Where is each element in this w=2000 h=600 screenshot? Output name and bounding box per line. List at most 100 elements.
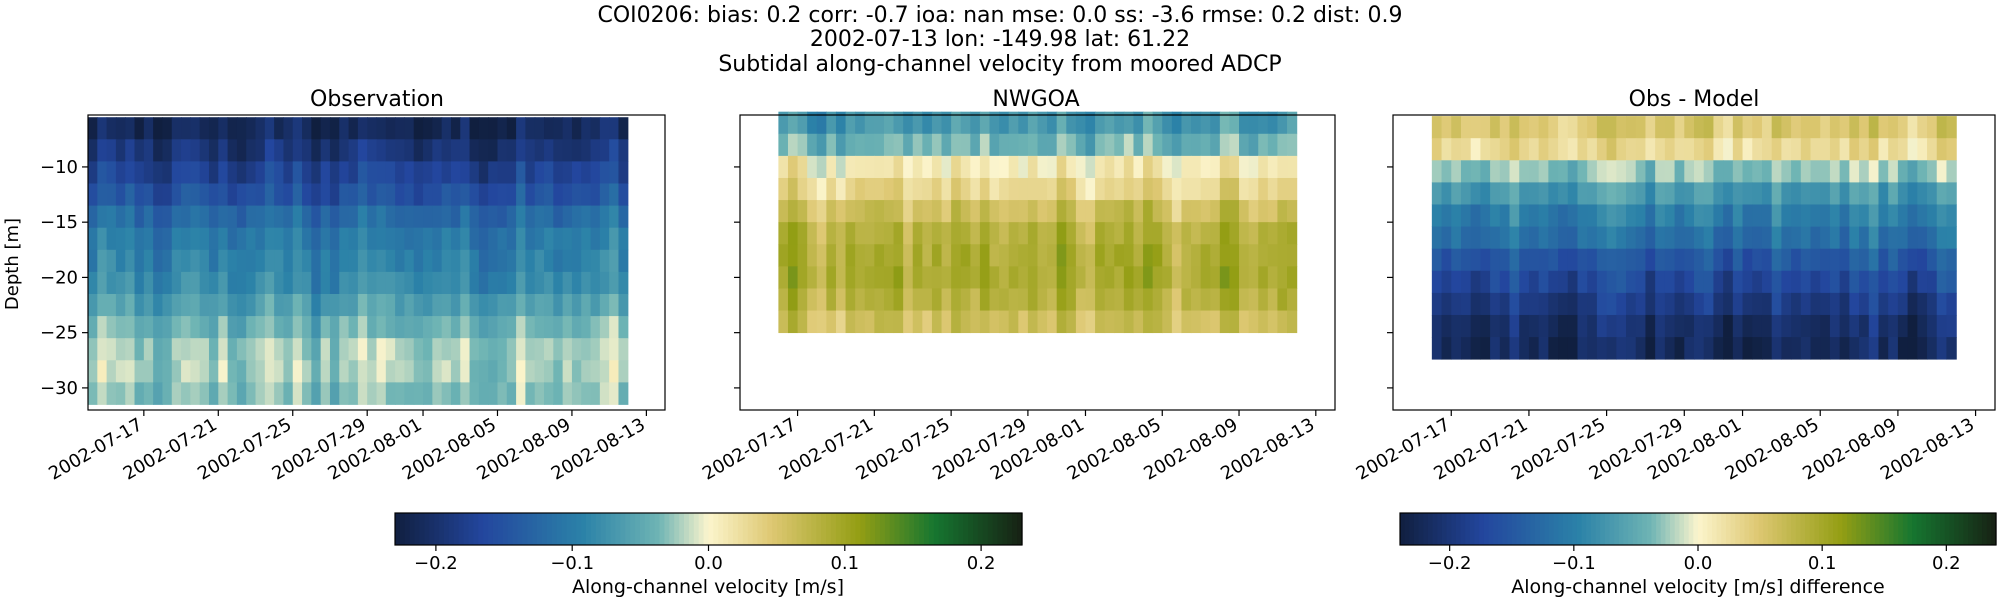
heatmap-cell xyxy=(88,249,98,273)
heatmap-cell xyxy=(395,205,406,229)
heatmap-cell xyxy=(1694,138,1705,161)
heatmap-cell xyxy=(190,338,201,361)
heatmap-cell xyxy=(1761,226,1773,250)
heatmap-cell xyxy=(1548,182,1559,205)
heatmap-cell xyxy=(376,183,387,206)
heatmap-cell xyxy=(970,310,981,334)
heatmap-cell xyxy=(1490,138,1501,161)
heatmap-cell xyxy=(1528,292,1540,316)
heatmap-cell xyxy=(506,227,517,251)
heatmap-cell xyxy=(329,271,340,295)
heatmap-cell xyxy=(1577,182,1588,205)
heatmap-cell xyxy=(1431,182,1443,205)
heatmap-cell xyxy=(1470,160,1481,183)
heatmap-cell xyxy=(1162,310,1173,334)
heatmap-cell xyxy=(1800,226,1812,250)
colorbar-segment xyxy=(958,513,964,545)
heatmap-cell xyxy=(329,249,340,273)
heatmap-cell xyxy=(979,111,991,135)
heatmap-cell xyxy=(236,382,247,405)
heatmap-cell xyxy=(1829,160,1841,183)
heatmap-cell xyxy=(413,338,424,361)
heatmap-cell xyxy=(208,161,219,184)
heatmap-cell xyxy=(1027,310,1039,334)
colorbar-segment xyxy=(909,513,915,545)
heatmap-cell xyxy=(1859,270,1870,294)
heatmap-cell xyxy=(778,155,789,179)
heatmap-cell xyxy=(1018,133,1029,157)
heatmap-cell xyxy=(357,293,368,317)
heatmap-cell xyxy=(1645,138,1656,161)
heatmap-cell xyxy=(581,139,592,162)
heatmap-cell xyxy=(1075,111,1087,135)
heatmap-cell xyxy=(893,266,904,289)
heatmap-cell xyxy=(1066,244,1077,267)
heatmap-cell xyxy=(1085,222,1096,245)
heatmap-cell xyxy=(1133,310,1144,334)
heatmap-cell xyxy=(208,338,219,361)
heatmap-cell xyxy=(1761,204,1773,227)
colorbar-segment xyxy=(728,513,734,545)
heatmap-cell xyxy=(367,338,378,361)
heatmap-cell xyxy=(1752,292,1763,316)
heatmap-cell xyxy=(581,183,592,206)
colorbar-segment xyxy=(894,513,901,545)
colorbar-segment xyxy=(1656,513,1662,545)
heatmap-cell xyxy=(1499,160,1511,183)
heatmap-cell xyxy=(171,227,182,251)
heatmap-cell xyxy=(385,249,396,273)
colorbar-segment xyxy=(1707,513,1713,545)
heatmap-cell xyxy=(1907,182,1918,205)
heatmap-cell xyxy=(816,244,827,267)
heatmap-cell xyxy=(1219,288,1231,311)
heatmap-cell xyxy=(1703,248,1715,272)
colorbar-segment xyxy=(1828,513,1834,545)
heatmap-cell xyxy=(1703,138,1715,161)
heatmap-cell xyxy=(797,111,808,135)
heatmap-cell xyxy=(264,316,275,339)
heatmap-cell xyxy=(376,271,387,295)
heatmap-cell xyxy=(1191,288,1202,311)
heatmap-cell xyxy=(1210,222,1221,245)
heatmap-cell xyxy=(1800,204,1812,227)
heatmap-cell xyxy=(922,222,933,245)
heatmap-cell xyxy=(1538,337,1549,360)
heatmap-cell xyxy=(1946,248,1957,272)
heatmap-cell xyxy=(1917,270,1928,294)
heatmap-cell xyxy=(1480,138,1491,161)
heatmap-cell xyxy=(423,382,433,405)
heatmap-cell xyxy=(1907,292,1918,316)
y-tick-label: −30 xyxy=(40,378,78,399)
heatmap-cell xyxy=(787,155,799,179)
colorbar-segment xyxy=(1865,513,1871,545)
heatmap-cell xyxy=(1075,200,1087,223)
heatmap-cell xyxy=(367,161,378,184)
colorbar-segment xyxy=(982,513,989,545)
heatmap-cell xyxy=(835,244,847,267)
colorbar-segment xyxy=(1730,513,1736,545)
heatmap-cell xyxy=(1888,270,1899,294)
heatmap-cell xyxy=(1684,116,1695,139)
heatmap-cell xyxy=(1684,292,1695,316)
heatmap-cell xyxy=(125,271,136,295)
heatmap-cell xyxy=(292,117,303,140)
heatmap-cell xyxy=(1771,138,1782,161)
heatmap-cell xyxy=(553,360,564,383)
heatmap-cell xyxy=(1810,248,1821,272)
plot-frame xyxy=(739,114,1336,411)
heatmap-cell xyxy=(999,288,1010,311)
heatmap-cell xyxy=(153,117,164,140)
heatmap-cell xyxy=(432,271,443,295)
heatmap-cell xyxy=(1868,337,1880,360)
heatmap-cell xyxy=(506,382,517,405)
heatmap-cell xyxy=(1104,222,1115,245)
heatmap-cell xyxy=(302,316,312,339)
colorbar-segment xyxy=(1012,513,1018,545)
heatmap-cell xyxy=(1645,182,1656,205)
heatmap-cell xyxy=(1181,310,1192,334)
heatmap-cell xyxy=(246,117,257,140)
heatmap-cell xyxy=(171,183,182,206)
heatmap-cell xyxy=(999,200,1010,223)
heatmap-cell xyxy=(190,205,201,229)
heatmap-cell xyxy=(599,183,610,206)
